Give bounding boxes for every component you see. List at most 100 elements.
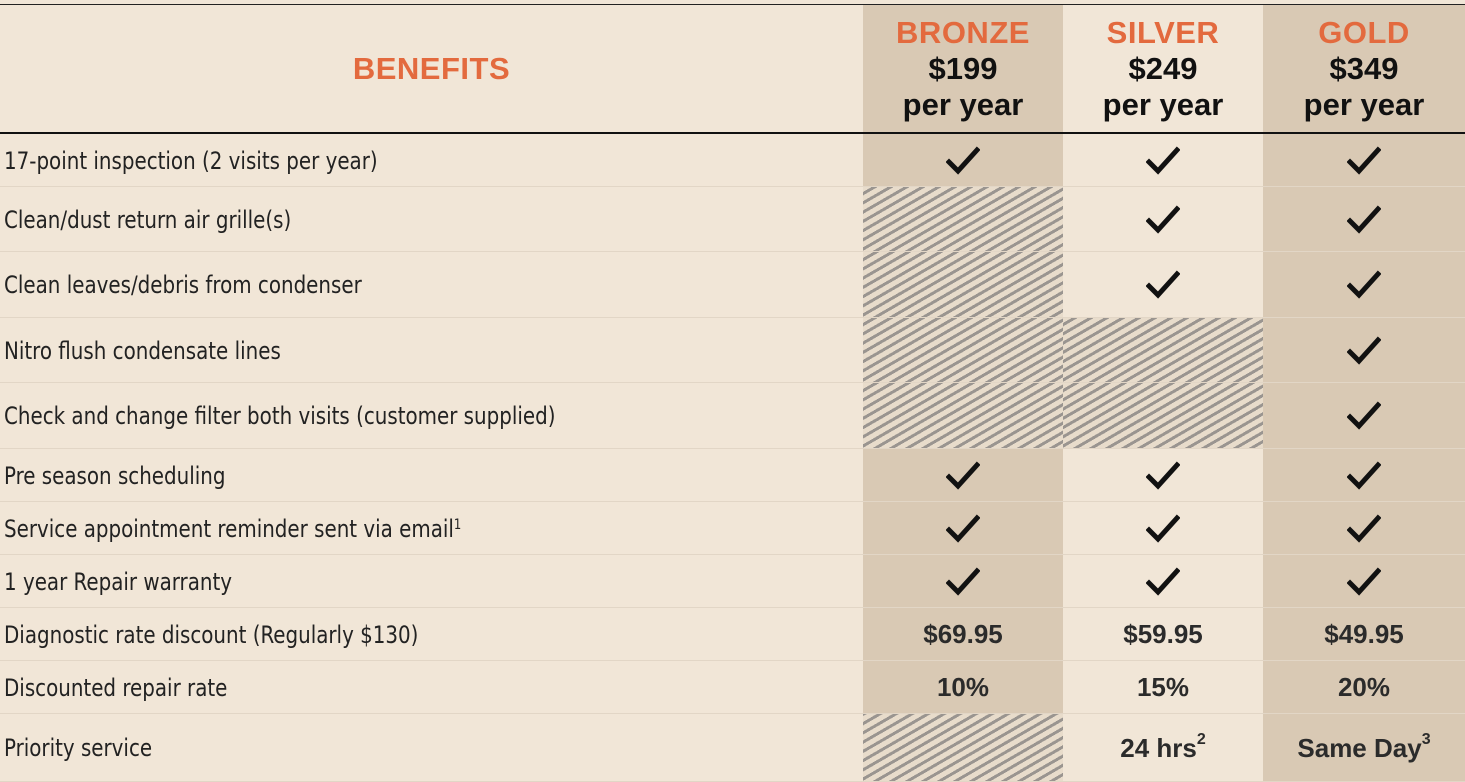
check-icon: [863, 502, 1063, 555]
cell-value: Same Day3: [1297, 730, 1431, 763]
cell-value: 20%: [1337, 672, 1391, 702]
gold-value: 20%: [1263, 661, 1465, 714]
plan-header-bronze: BRONZE $199 per year: [863, 5, 1063, 132]
check-icon: [863, 555, 1063, 608]
check-icon: [1263, 318, 1465, 383]
cell-value: 15%: [1136, 672, 1190, 702]
check-icon: [1063, 449, 1263, 502]
cell-value: $69.95: [923, 619, 1003, 649]
check-icon: [1263, 187, 1465, 252]
row-divider: [0, 713, 1465, 714]
footnote-marker: 2: [1196, 730, 1206, 748]
check-icon: [1063, 502, 1263, 555]
bronze-value: $69.95: [863, 608, 1063, 661]
row-divider: [0, 607, 1465, 608]
plan-price: $199: [928, 50, 998, 86]
check-icon: [863, 449, 1063, 502]
row-divider: [0, 554, 1465, 555]
header-rule: [0, 132, 1465, 134]
row-divider: [0, 448, 1465, 449]
check-icon: [1263, 383, 1465, 449]
table-row: Service appointment reminder sent via em…: [0, 502, 1465, 555]
row-divider: [0, 186, 1465, 187]
plan-name: GOLD: [1318, 14, 1410, 50]
not-included-cell: [863, 318, 1063, 383]
table-row: Diagnostic rate discount (Regularly $130…: [0, 608, 1465, 661]
cell-value: $49.95: [1324, 619, 1404, 649]
table-row: Priority service 24 hrs2 Same Day3: [0, 714, 1465, 782]
check-icon: [1263, 555, 1465, 608]
not-included-cell: [863, 714, 1063, 782]
not-included-cell: [863, 187, 1063, 252]
check-icon: [1063, 252, 1263, 318]
silver-value: 24 hrs2: [1063, 714, 1263, 782]
benefit-label: 1 year Repair warranty: [4, 555, 232, 608]
check-icon: [1063, 187, 1263, 252]
cell-value: $59.95: [1123, 619, 1203, 649]
check-icon: [1263, 449, 1465, 502]
plan-header-silver: SILVER $249 per year: [1063, 5, 1263, 132]
bronze-value: 10%: [863, 661, 1063, 714]
benefit-label: Pre season scheduling: [4, 449, 225, 502]
benefit-label: Diagnostic rate discount (Regularly $130…: [4, 608, 418, 661]
benefits-header: BENEFITS: [0, 5, 863, 132]
not-included-cell: [863, 383, 1063, 449]
benefit-label-text: Check and change filter both visits (cus…: [4, 402, 556, 430]
not-included-cell: [863, 252, 1063, 318]
benefit-label-text: Pre season scheduling: [4, 461, 226, 490]
gold-value: $49.95: [1263, 608, 1465, 661]
cell-value: 10%: [936, 672, 990, 702]
check-icon: [1063, 134, 1263, 187]
table-row: Check and change filter both visits (cus…: [0, 383, 1465, 449]
check-icon: [863, 134, 1063, 187]
benefit-label-text: 17-point inspection (2 visits per year): [4, 146, 378, 175]
benefit-label-text: Discounted repair rate: [4, 673, 228, 702]
top-rule: [0, 4, 1465, 5]
benefits-header-label: BENEFITS: [352, 50, 511, 86]
plan-period: per year: [1303, 86, 1425, 122]
benefit-label-text: Clean leaves/debris from condenser: [4, 271, 362, 299]
plan-name: SILVER: [1106, 14, 1220, 50]
row-divider: [0, 501, 1465, 502]
table-row: Pre season scheduling: [0, 449, 1465, 502]
plan-period: per year: [902, 86, 1024, 122]
benefit-label-text: 1 year Repair warranty: [4, 567, 233, 596]
benefit-label: Check and change filter both visits (cus…: [4, 383, 555, 449]
row-divider: [0, 317, 1465, 318]
check-icon: [1263, 134, 1465, 187]
table-row: Discounted repair rate 10% 15% 20%: [0, 661, 1465, 714]
benefit-label-text: Service appointment reminder sent via em…: [4, 514, 454, 543]
benefit-label-text: Clean/dust return air grille(s): [4, 205, 292, 234]
plan-price: $249: [1128, 50, 1198, 86]
benefit-label: Discounted repair rate: [4, 661, 227, 714]
cell-value: 24 hrs2: [1120, 730, 1206, 763]
table-row: Nitro flush condensate lines: [0, 318, 1465, 383]
check-icon: [1263, 502, 1465, 555]
table-row: 1 year Repair warranty: [0, 555, 1465, 608]
not-included-cell: [1063, 383, 1263, 449]
benefit-label-text: Nitro flush condensate lines: [4, 336, 281, 365]
row-divider: [0, 382, 1465, 383]
silver-value: $59.95: [1063, 608, 1263, 661]
table-row: Clean leaves/debris from condenser: [0, 252, 1465, 318]
footnote-marker: 3: [1421, 730, 1431, 748]
table-row: Clean/dust return air grille(s): [0, 187, 1465, 252]
benefit-label: Clean leaves/debris from condenser: [4, 252, 362, 318]
benefit-label-text: Priority service: [4, 734, 153, 762]
check-icon: [1263, 252, 1465, 318]
silver-value: 15%: [1063, 661, 1263, 714]
row-divider: [0, 660, 1465, 661]
benefit-label: Clean/dust return air grille(s): [4, 187, 291, 252]
plan-name: BRONZE: [896, 14, 1030, 50]
plan-price: $349: [1329, 50, 1399, 86]
footnote-marker: 1: [453, 516, 462, 533]
not-included-cell: [1063, 318, 1263, 383]
gold-value: Same Day3: [1263, 714, 1465, 782]
plan-period: per year: [1102, 86, 1224, 122]
benefit-label: Priority service: [4, 714, 152, 782]
benefit-label: 17-point inspection (2 visits per year): [4, 134, 378, 187]
plan-header-gold: GOLD $349 per year: [1263, 5, 1465, 132]
benefit-label: Nitro flush condensate lines: [4, 318, 281, 383]
gold-column-shade: [1263, 5, 1465, 782]
